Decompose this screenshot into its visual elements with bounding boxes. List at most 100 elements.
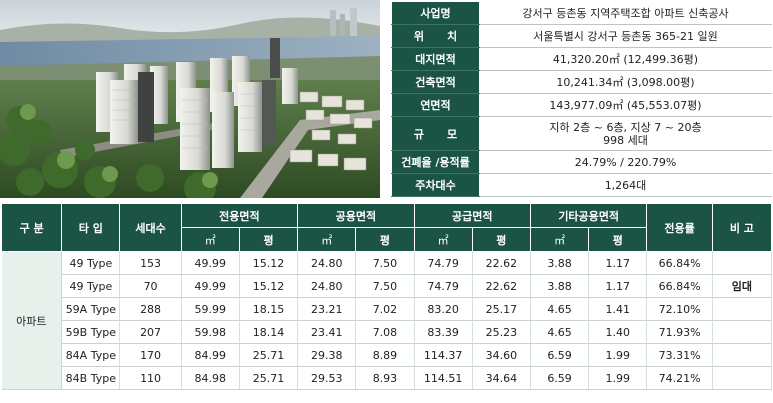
common-m2-cell: 23.41 bbox=[297, 320, 357, 344]
exclusive-m2-cell: 59.99 bbox=[181, 297, 240, 321]
header-common-area: 공용면적 bbox=[297, 203, 415, 228]
info-row: 건폐율 /용적률 24.79% / 220.79% bbox=[391, 150, 772, 174]
info-label: 사업명 bbox=[391, 1, 480, 25]
other-m2-cell: 6.59 bbox=[530, 343, 590, 367]
supply-pyeong-cell: 22.62 bbox=[472, 274, 531, 298]
info-value-line2: 998 세대 bbox=[603, 133, 648, 147]
header-note: 비 고 bbox=[711, 203, 773, 252]
exclusive-m2-cell: 84.99 bbox=[181, 343, 240, 367]
exclusive-m2-cell: 59.98 bbox=[181, 320, 240, 344]
other-m2-cell: 3.88 bbox=[530, 251, 590, 275]
header-exclusive-ratio: 전용률 bbox=[646, 203, 713, 252]
exclusive-m2-cell: 49.99 bbox=[181, 274, 240, 298]
supply-m2-cell: 114.37 bbox=[414, 343, 473, 367]
info-row: 사업명 강서구 등촌동 지역주택조합 아파트 신축공사 bbox=[391, 1, 772, 25]
other-m2-cell: 6.59 bbox=[530, 366, 590, 390]
common-m2-cell: 23.21 bbox=[297, 297, 357, 321]
unit-type-cell: 59B Type bbox=[61, 320, 121, 344]
info-row: 건축면적 10,241.34㎡ (3,098.00평) bbox=[391, 70, 772, 94]
households-cell: 153 bbox=[119, 251, 182, 275]
info-value: 10,241.34㎡ (3,098.00평) bbox=[479, 70, 772, 94]
info-label: 건폐율 /용적률 bbox=[391, 150, 480, 174]
exclusive-ratio-cell: 74.21% bbox=[646, 366, 713, 390]
exclusive-m2-cell: 84.98 bbox=[181, 366, 240, 390]
unit-type-cell: 84A Type bbox=[61, 343, 121, 367]
exclusive-pyeong-cell: 25.71 bbox=[239, 343, 299, 367]
other-m2-cell: 4.65 bbox=[530, 320, 590, 344]
common-pyeong-cell: 7.08 bbox=[355, 320, 415, 344]
info-label: 주차대수 bbox=[391, 173, 480, 197]
other-m2-cell: 4.65 bbox=[530, 297, 590, 321]
households-cell: 288 bbox=[119, 297, 182, 321]
supply-pyeong-cell: 34.60 bbox=[472, 343, 531, 367]
exclusive-ratio-cell: 66.84% bbox=[646, 274, 713, 298]
unit-type-cell: 59A Type bbox=[61, 297, 121, 321]
project-info-table: 사업명 강서구 등촌동 지역주택조합 아파트 신축공사 위 치 서울특별시 강서구 등… bbox=[391, 1, 772, 197]
header-unit-m2: ㎡ bbox=[180, 227, 240, 252]
category-cell: 아파트 bbox=[1, 251, 63, 390]
complex-rendering-image bbox=[0, 0, 380, 198]
exclusive-ratio-cell: 72.10% bbox=[646, 297, 713, 321]
exclusive-ratio-cell: 73.31% bbox=[646, 343, 713, 367]
other-pyeong-cell: 1.41 bbox=[588, 297, 648, 321]
exclusive-pyeong-cell: 18.15 bbox=[239, 297, 299, 321]
info-value: 서울특별시 강서구 등촌동 365-21 일원 bbox=[479, 24, 772, 48]
note-cell: 임대 bbox=[712, 274, 773, 298]
common-pyeong-cell: 8.93 bbox=[355, 366, 415, 390]
other-pyeong-cell: 1.17 bbox=[588, 274, 648, 298]
other-pyeong-cell: 1.40 bbox=[588, 320, 648, 344]
table-row: 49 Type 70 49.99 15.12 24.80 7.50 74.79 22.62 3.… bbox=[2, 274, 773, 298]
other-pyeong-cell: 1.99 bbox=[588, 366, 648, 390]
households-cell: 170 bbox=[119, 343, 182, 367]
common-m2-cell: 24.80 bbox=[297, 274, 357, 298]
header-unit-pyeong: 평 bbox=[471, 227, 531, 252]
note-cell bbox=[712, 320, 773, 344]
table-row: 아파트 49 Type 153 49.99 15.12 24.80 7.50 74.79 22.… bbox=[1, 251, 773, 390]
info-value: 지하 2층 ~ 6층, 지상 7 ~ 20층 998 세대 bbox=[479, 116, 772, 151]
header-supply-area: 공급면적 bbox=[413, 203, 531, 228]
supply-m2-cell: 83.39 bbox=[414, 320, 473, 344]
households-cell: 70 bbox=[119, 274, 182, 298]
info-label: 건축면적 bbox=[391, 70, 480, 94]
supply-m2-cell: 114.51 bbox=[414, 366, 473, 390]
supply-m2-cell: 74.79 bbox=[414, 251, 473, 275]
info-label: 규 모 bbox=[391, 116, 480, 151]
header-households: 세대수 bbox=[119, 203, 182, 252]
other-pyeong-cell: 1.17 bbox=[588, 251, 648, 275]
exclusive-pyeong-cell: 15.12 bbox=[239, 274, 299, 298]
households-cell: 110 bbox=[119, 366, 182, 390]
common-m2-cell: 29.38 bbox=[297, 343, 357, 367]
common-m2-cell: 29.53 bbox=[297, 366, 357, 390]
exclusive-m2-cell: 49.99 bbox=[181, 251, 240, 275]
header-category: 구 분 bbox=[0, 203, 63, 252]
other-m2-cell: 3.88 bbox=[530, 274, 590, 298]
info-row: 연면적 143,977.09㎡ (45,553.07평) bbox=[391, 93, 772, 117]
table-row: 59B Type 207 59.98 18.14 23.41 7.08 83.39 25.23… bbox=[2, 320, 773, 344]
info-row: 규 모 지하 2층 ~ 6층, 지상 7 ~ 20층 998 세대 bbox=[391, 116, 772, 151]
table-row: 84A Type 170 84.99 25.71 29.38 8.89 114.37 34.6… bbox=[2, 343, 773, 367]
unit-type-cell: 84B Type bbox=[61, 366, 121, 390]
exclusive-ratio-cell: 66.84% bbox=[646, 251, 713, 275]
other-pyeong-cell: 1.99 bbox=[588, 343, 648, 367]
note-cell bbox=[712, 251, 773, 275]
supply-pyeong-cell: 22.62 bbox=[472, 251, 531, 275]
common-pyeong-cell: 7.50 bbox=[355, 274, 415, 298]
unit-type-cell: 49 Type bbox=[61, 251, 121, 275]
supply-pyeong-cell: 25.23 bbox=[472, 320, 531, 344]
info-value: 41,320.20㎡ (12,499.36평) bbox=[479, 47, 772, 71]
info-label: 위 치 bbox=[391, 24, 480, 48]
supply-m2-cell: 83.20 bbox=[414, 297, 473, 321]
unit-breakdown-table: 구 분 타 입 세대수 전용면적 공용면적 공급면적 기타공용면적 전용률 비 … bbox=[0, 203, 773, 390]
info-value-line1: 지하 2층 ~ 6층, 지상 7 ~ 20층 bbox=[549, 120, 702, 134]
supply-pyeong-cell: 34.64 bbox=[472, 366, 531, 390]
info-label: 대지면적 bbox=[391, 47, 480, 71]
unit-type-cell: 49 Type bbox=[61, 274, 121, 298]
info-row: 위 치 서울특별시 강서구 등촌동 365-21 일원 bbox=[391, 24, 772, 48]
supply-pyeong-cell: 25.17 bbox=[472, 297, 531, 321]
header-unit-m2: ㎡ bbox=[529, 227, 590, 252]
common-pyeong-cell: 7.50 bbox=[355, 251, 415, 275]
exclusive-pyeong-cell: 25.71 bbox=[239, 366, 299, 390]
header-unit-pyeong: 평 bbox=[355, 227, 415, 252]
table-row: 59A Type 288 59.99 18.15 23.21 7.02 83.20 25.17… bbox=[2, 297, 773, 321]
note-cell bbox=[712, 366, 773, 390]
